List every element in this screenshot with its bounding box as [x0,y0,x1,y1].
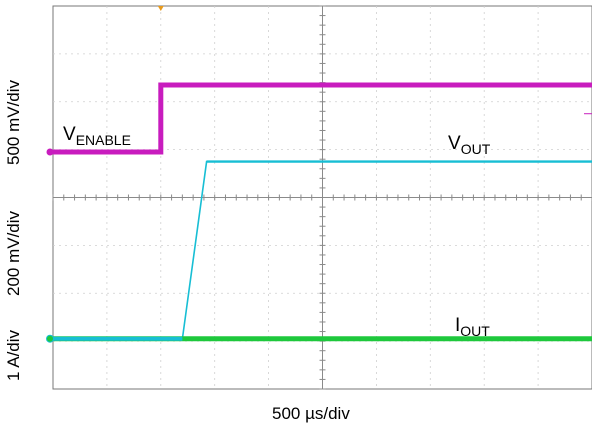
y-axis-label-iout-scale: 1 A/div [4,329,23,381]
series-label-venable: VENABLE [63,124,131,148]
y-axis-label-vout-scale: 200 mV/div [4,210,23,296]
series-label-vout: VOUT [448,133,491,157]
x-axis-label: 500 µs/div [272,404,350,423]
channel-marker-iout [46,334,54,343]
y-axis-label-enable-scale: 500 mV/div [4,79,23,165]
series-label-iout: IOUT [455,315,490,339]
channel-marker-enable [46,148,54,156]
series-line-venable [53,82,592,155]
trigger-marker [157,6,164,11]
